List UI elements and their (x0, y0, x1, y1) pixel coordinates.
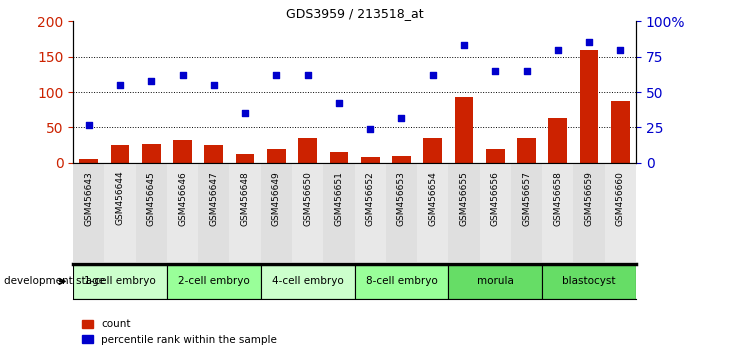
Bar (173, 140, 192, 163)
Bar (80, 159, 98, 163)
Bar (548, 118, 567, 163)
Point (270, 72, 282, 78)
Text: GSM456656: GSM456656 (491, 171, 500, 225)
Text: GSM456643: GSM456643 (84, 171, 94, 225)
Bar (261, 264, 355, 299)
Bar (361, 157, 379, 163)
Bar (517, 138, 536, 163)
Bar (142, 144, 161, 163)
Bar (355, 264, 448, 299)
Point (333, 101, 345, 106)
Point (583, 40, 595, 45)
Bar (261, 163, 292, 262)
Text: GSM456655: GSM456655 (460, 171, 469, 225)
Text: 8-cell embryo: 8-cell embryo (366, 276, 437, 286)
Bar (323, 163, 355, 262)
Text: GSM456646: GSM456646 (178, 171, 187, 225)
Point (83, 122, 94, 127)
Text: GSM456654: GSM456654 (428, 171, 437, 225)
Point (427, 72, 439, 78)
Bar (423, 138, 442, 163)
Point (520, 68, 532, 74)
Bar (542, 264, 636, 299)
Point (239, 110, 251, 116)
Bar (355, 163, 386, 262)
Bar (167, 264, 261, 299)
Text: GSM456649: GSM456649 (272, 171, 281, 225)
Bar (136, 163, 167, 262)
Point (395, 115, 407, 120)
Bar (230, 163, 261, 262)
Point (302, 72, 314, 78)
Bar (235, 154, 254, 163)
Text: GSM456647: GSM456647 (209, 171, 219, 225)
Point (552, 47, 564, 52)
Point (114, 82, 126, 88)
Bar (330, 152, 348, 163)
Text: 1-cell embryo: 1-cell embryo (84, 276, 156, 286)
Text: GSM456650: GSM456650 (303, 171, 312, 225)
Bar (448, 264, 542, 299)
Bar (573, 163, 605, 262)
Bar (167, 163, 198, 262)
Bar (73, 264, 167, 299)
Text: GSM456645: GSM456645 (147, 171, 156, 225)
Point (615, 47, 626, 52)
Text: GSM456651: GSM456651 (334, 171, 344, 225)
Text: GSM456660: GSM456660 (616, 171, 625, 225)
Text: GSM456652: GSM456652 (366, 171, 375, 225)
Bar (205, 145, 223, 163)
Bar (542, 163, 573, 262)
Title: GDS3959 / 213518_at: GDS3959 / 213518_at (286, 7, 423, 20)
Bar (386, 163, 417, 262)
Bar (611, 101, 629, 163)
Bar (455, 97, 474, 163)
Point (208, 82, 219, 88)
Point (458, 42, 470, 48)
Bar (110, 145, 129, 163)
Bar (298, 138, 317, 163)
Text: GSM456644: GSM456644 (115, 171, 124, 225)
Bar (580, 50, 599, 163)
Text: GSM456653: GSM456653 (397, 171, 406, 225)
Text: 4-cell embryo: 4-cell embryo (272, 276, 344, 286)
Bar (198, 163, 230, 262)
Text: development stage: development stage (4, 276, 105, 286)
Text: GSM456648: GSM456648 (240, 171, 249, 225)
Bar (267, 149, 286, 163)
Bar (417, 163, 448, 262)
Bar (448, 163, 480, 262)
Legend: count, percentile rank within the sample: count, percentile rank within the sample (78, 315, 281, 349)
Bar (392, 156, 411, 163)
Bar (292, 163, 323, 262)
Text: morula: morula (477, 276, 514, 286)
Text: GSM456658: GSM456658 (553, 171, 562, 225)
Bar (605, 163, 636, 262)
Text: 2-cell embryo: 2-cell embryo (178, 276, 250, 286)
Bar (511, 163, 542, 262)
Point (364, 126, 376, 132)
Bar (105, 163, 136, 262)
Point (489, 68, 501, 74)
Text: GSM456657: GSM456657 (522, 171, 531, 225)
Point (177, 72, 189, 78)
Bar (480, 163, 511, 262)
Bar (486, 149, 504, 163)
Point (145, 78, 157, 84)
Bar (73, 163, 105, 262)
Text: blastocyst: blastocyst (562, 276, 616, 286)
Text: GSM456659: GSM456659 (585, 171, 594, 225)
